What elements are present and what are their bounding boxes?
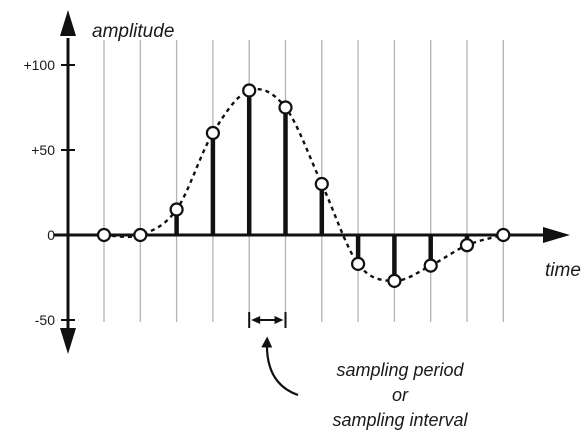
sampling-grid (103, 40, 504, 322)
sampling-period-annotation: sampling period or sampling interval (248, 312, 469, 430)
annotation-line-1: sampling period (336, 360, 464, 380)
y-axis-arrow-up (60, 10, 76, 36)
annotation-line-3: sampling interval (332, 410, 468, 430)
y-tick-label: -50 (35, 312, 55, 328)
sample-point (423, 258, 438, 273)
waveform (103, 87, 504, 283)
sample-point (387, 273, 402, 288)
y-axis-title: amplitude (92, 21, 174, 42)
y-tick-label: +100 (23, 57, 55, 73)
sample-point (459, 238, 475, 253)
y-tick-label: 0 (47, 227, 55, 243)
sample-point (314, 176, 329, 192)
annotation-line-2: or (392, 385, 409, 405)
y-tick-label: +50 (31, 142, 55, 158)
x-axis-arrow (543, 227, 570, 243)
sample-point (133, 227, 148, 243)
sample-point (96, 227, 112, 243)
sample-point (351, 256, 366, 271)
annotation-curved-arrow (261, 336, 299, 397)
x-axis-title: time (545, 260, 581, 281)
y-axis-arrow-down (60, 328, 76, 354)
sample-point (496, 227, 511, 243)
axes (54, 10, 570, 354)
y-ticks: +100 +50 0 -50 (23, 57, 75, 328)
sample-point (205, 125, 220, 141)
sample-points (96, 83, 511, 288)
bracket-arrow-right (274, 316, 284, 324)
waveform-curve (103, 87, 504, 283)
sample-point (169, 202, 184, 217)
sample-point (278, 100, 293, 115)
bracket-arrow-left (251, 316, 261, 324)
sample-point (242, 83, 257, 98)
